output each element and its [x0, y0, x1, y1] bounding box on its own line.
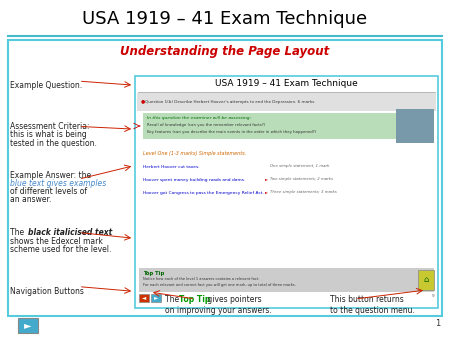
Text: blue text gives examples: blue text gives examples [10, 179, 106, 188]
Text: Top Tip: Top Tip [143, 271, 164, 276]
Text: One simple statement; 1 mark: One simple statement; 1 mark [270, 164, 329, 168]
Text: ►: ► [265, 177, 268, 181]
Bar [418, 270, 434, 290]
Text: ►: ► [24, 320, 32, 331]
Text: For each relevant and correct fact you will get one mark, up to total of three m: For each relevant and correct fact you w… [143, 283, 296, 287]
Bar [135, 76, 438, 308]
Text: this is what is being: this is what is being [10, 130, 87, 140]
Text: Example Answer: the: Example Answer: the [10, 171, 91, 180]
Text: black italicised text: black italicised text [28, 228, 112, 237]
Text: Two simple statements; 2 marks: Two simple statements; 2 marks [270, 177, 333, 181]
Text: Assessment Criteria:: Assessment Criteria: [10, 122, 90, 131]
Text: an answer.: an answer. [10, 195, 51, 204]
Text: Recall of knowledge (can you the remember relevant facts?): Recall of knowledge (can you the remembe… [147, 123, 265, 127]
Bar [396, 109, 434, 143]
Text: ⌂: ⌂ [423, 275, 429, 285]
Text: Question 1(b) Describe Herbert Hoover’s attempts to end the Depression. 6 marks: Question 1(b) Describe Herbert Hoover’s … [145, 100, 315, 104]
Text: Three simple statements; 3 marks: Three simple statements; 3 marks [270, 190, 337, 194]
Text: Hoover spent money building roads and dams.: Hoover spent money building roads and da… [143, 178, 245, 182]
Text: gives pointers: gives pointers [205, 295, 261, 304]
Text: The: The [165, 295, 181, 304]
Text: This button returns: This button returns [330, 295, 404, 304]
Text: ►: ► [154, 295, 158, 300]
Text: Top Tip: Top Tip [179, 295, 211, 304]
Text: ►: ► [265, 190, 268, 194]
Text: Understanding the Page Layout: Understanding the Page Layout [121, 45, 329, 58]
Text: Key features (can you describe the main events in the order in which they happen: Key features (can you describe the main … [147, 130, 316, 134]
Text: Notice how each of the level 1 answers contains a relevant fact.: Notice how each of the level 1 answers c… [143, 277, 260, 281]
Text: to the question menu.: to the question menu. [330, 306, 415, 315]
Text: on improving your answers.: on improving your answers. [165, 306, 272, 315]
Text: USA 1919 – 41 Exam Technique: USA 1919 – 41 Exam Technique [215, 79, 358, 88]
Text: tested in the question.: tested in the question. [10, 139, 97, 148]
Bar [139, 268, 434, 292]
Text: Hoover got Congress to pass the Emergency Relief Act.: Hoover got Congress to pass the Emergenc… [143, 191, 264, 195]
Bar [137, 93, 436, 111]
Bar [18, 318, 38, 333]
Text: The: The [10, 228, 27, 237]
Text: Example Question.: Example Question. [10, 81, 82, 90]
Bar [139, 294, 149, 302]
Bar [143, 113, 401, 139]
Text: USA 1919 – 41 Exam Technique: USA 1919 – 41 Exam Technique [82, 10, 368, 28]
Text: 9: 9 [432, 294, 434, 298]
Text: shows the Edexcel mark: shows the Edexcel mark [10, 237, 103, 246]
Bar [151, 294, 161, 302]
Text: Navigation Buttons: Navigation Buttons [10, 287, 84, 296]
Text: 1: 1 [435, 319, 440, 328]
Text: Herbert Hoover cut taxes.: Herbert Hoover cut taxes. [143, 165, 200, 169]
Bar [8, 40, 442, 316]
Text: Level One (1-3 marks) Simple statements.: Level One (1-3 marks) Simple statements. [143, 151, 246, 156]
Text: scheme used for the level.: scheme used for the level. [10, 245, 112, 255]
Text: ●: ● [141, 98, 145, 103]
Text: ◄: ◄ [142, 295, 146, 300]
Text: of different levels of: of different levels of [10, 187, 87, 196]
Text: In this question the examiner will be assessing:: In this question the examiner will be as… [147, 116, 251, 120]
